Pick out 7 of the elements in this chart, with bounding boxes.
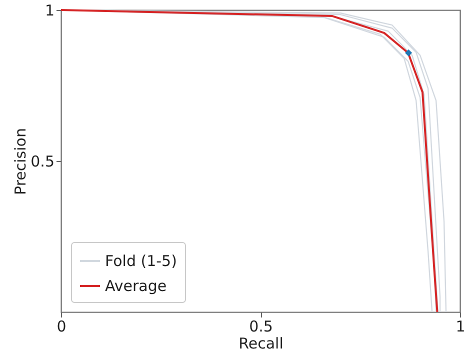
legend-label: Fold (1-5) (105, 252, 177, 270)
x-tick-label: 1 (456, 318, 466, 336)
x-tick-label: 0 (56, 318, 66, 336)
x-tick-label: 0.5 (249, 318, 273, 336)
x-axis-title: Recall (238, 334, 284, 352)
y-axis-title: Precision (12, 128, 30, 195)
legend-label: Average (105, 277, 167, 295)
